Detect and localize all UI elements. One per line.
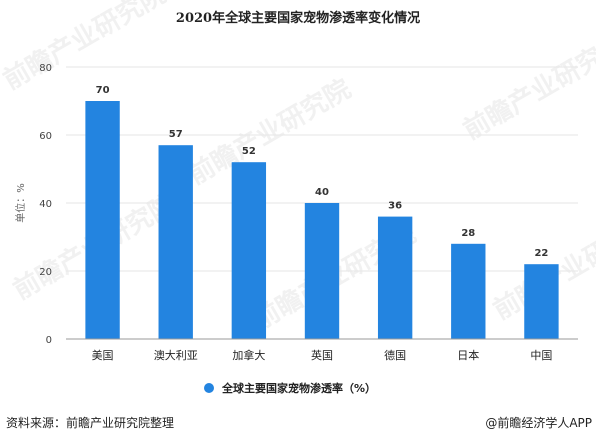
bar	[304, 203, 340, 339]
bar-value-label: 40	[315, 187, 329, 198]
y-tick-label: 40	[39, 199, 52, 210]
bar	[377, 216, 413, 339]
legend: 全球主要国家宠物渗透率（%）	[204, 381, 376, 395]
bar-value-label: 28	[461, 228, 475, 239]
bar	[85, 101, 120, 339]
y-tick-label: 20	[39, 267, 52, 278]
y-tick-label: 80	[39, 63, 52, 74]
x-category-label: 中国	[530, 349, 552, 362]
y-tick-label: 60	[39, 131, 52, 142]
brand-credit: @前瞻经济学人APP	[485, 415, 592, 430]
legend-label: 全球主要国家宠物渗透率（%）	[221, 381, 376, 395]
bar	[158, 145, 193, 339]
x-category-label: 美国	[92, 349, 114, 362]
y-axis-ticks: 0 20 40 60 80	[39, 63, 52, 346]
y-tick-label: 0	[46, 335, 52, 346]
bar-value-label: 57	[169, 129, 183, 140]
watermark-text: 前瞻产业研究院	[183, 73, 356, 191]
bar-value-label: 52	[242, 146, 256, 157]
x-category-label: 澳大利亚	[154, 348, 198, 362]
x-category-label: 英国	[311, 348, 333, 362]
bar-value-label: 22	[534, 248, 548, 259]
bar-series: 70 57 52 40 36 28 22	[85, 85, 559, 339]
bar	[451, 243, 486, 339]
legend-marker	[204, 383, 214, 393]
bar	[524, 264, 559, 339]
bar	[231, 162, 267, 339]
bar-value-label: 36	[388, 201, 402, 212]
watermark-text: 前瞻产业研究院	[0, 0, 171, 96]
chart-title: 2020年全球主要国家宠物渗透率变化情况	[176, 10, 420, 26]
x-axis-categories: 美国 澳大利亚 加拿大 英国 德国 日本 中国	[92, 348, 553, 362]
x-category-label: 德国	[384, 348, 406, 362]
x-category-label: 日本	[457, 348, 479, 362]
bar-value-label: 70	[96, 85, 110, 96]
watermark-text: 前瞻产业研究院	[458, 28, 596, 146]
x-category-label: 加拿大	[232, 348, 265, 362]
y-axis-label: 单位：%	[14, 183, 27, 223]
source-note: 资料来源：前瞻产业研究院整理	[6, 415, 174, 430]
